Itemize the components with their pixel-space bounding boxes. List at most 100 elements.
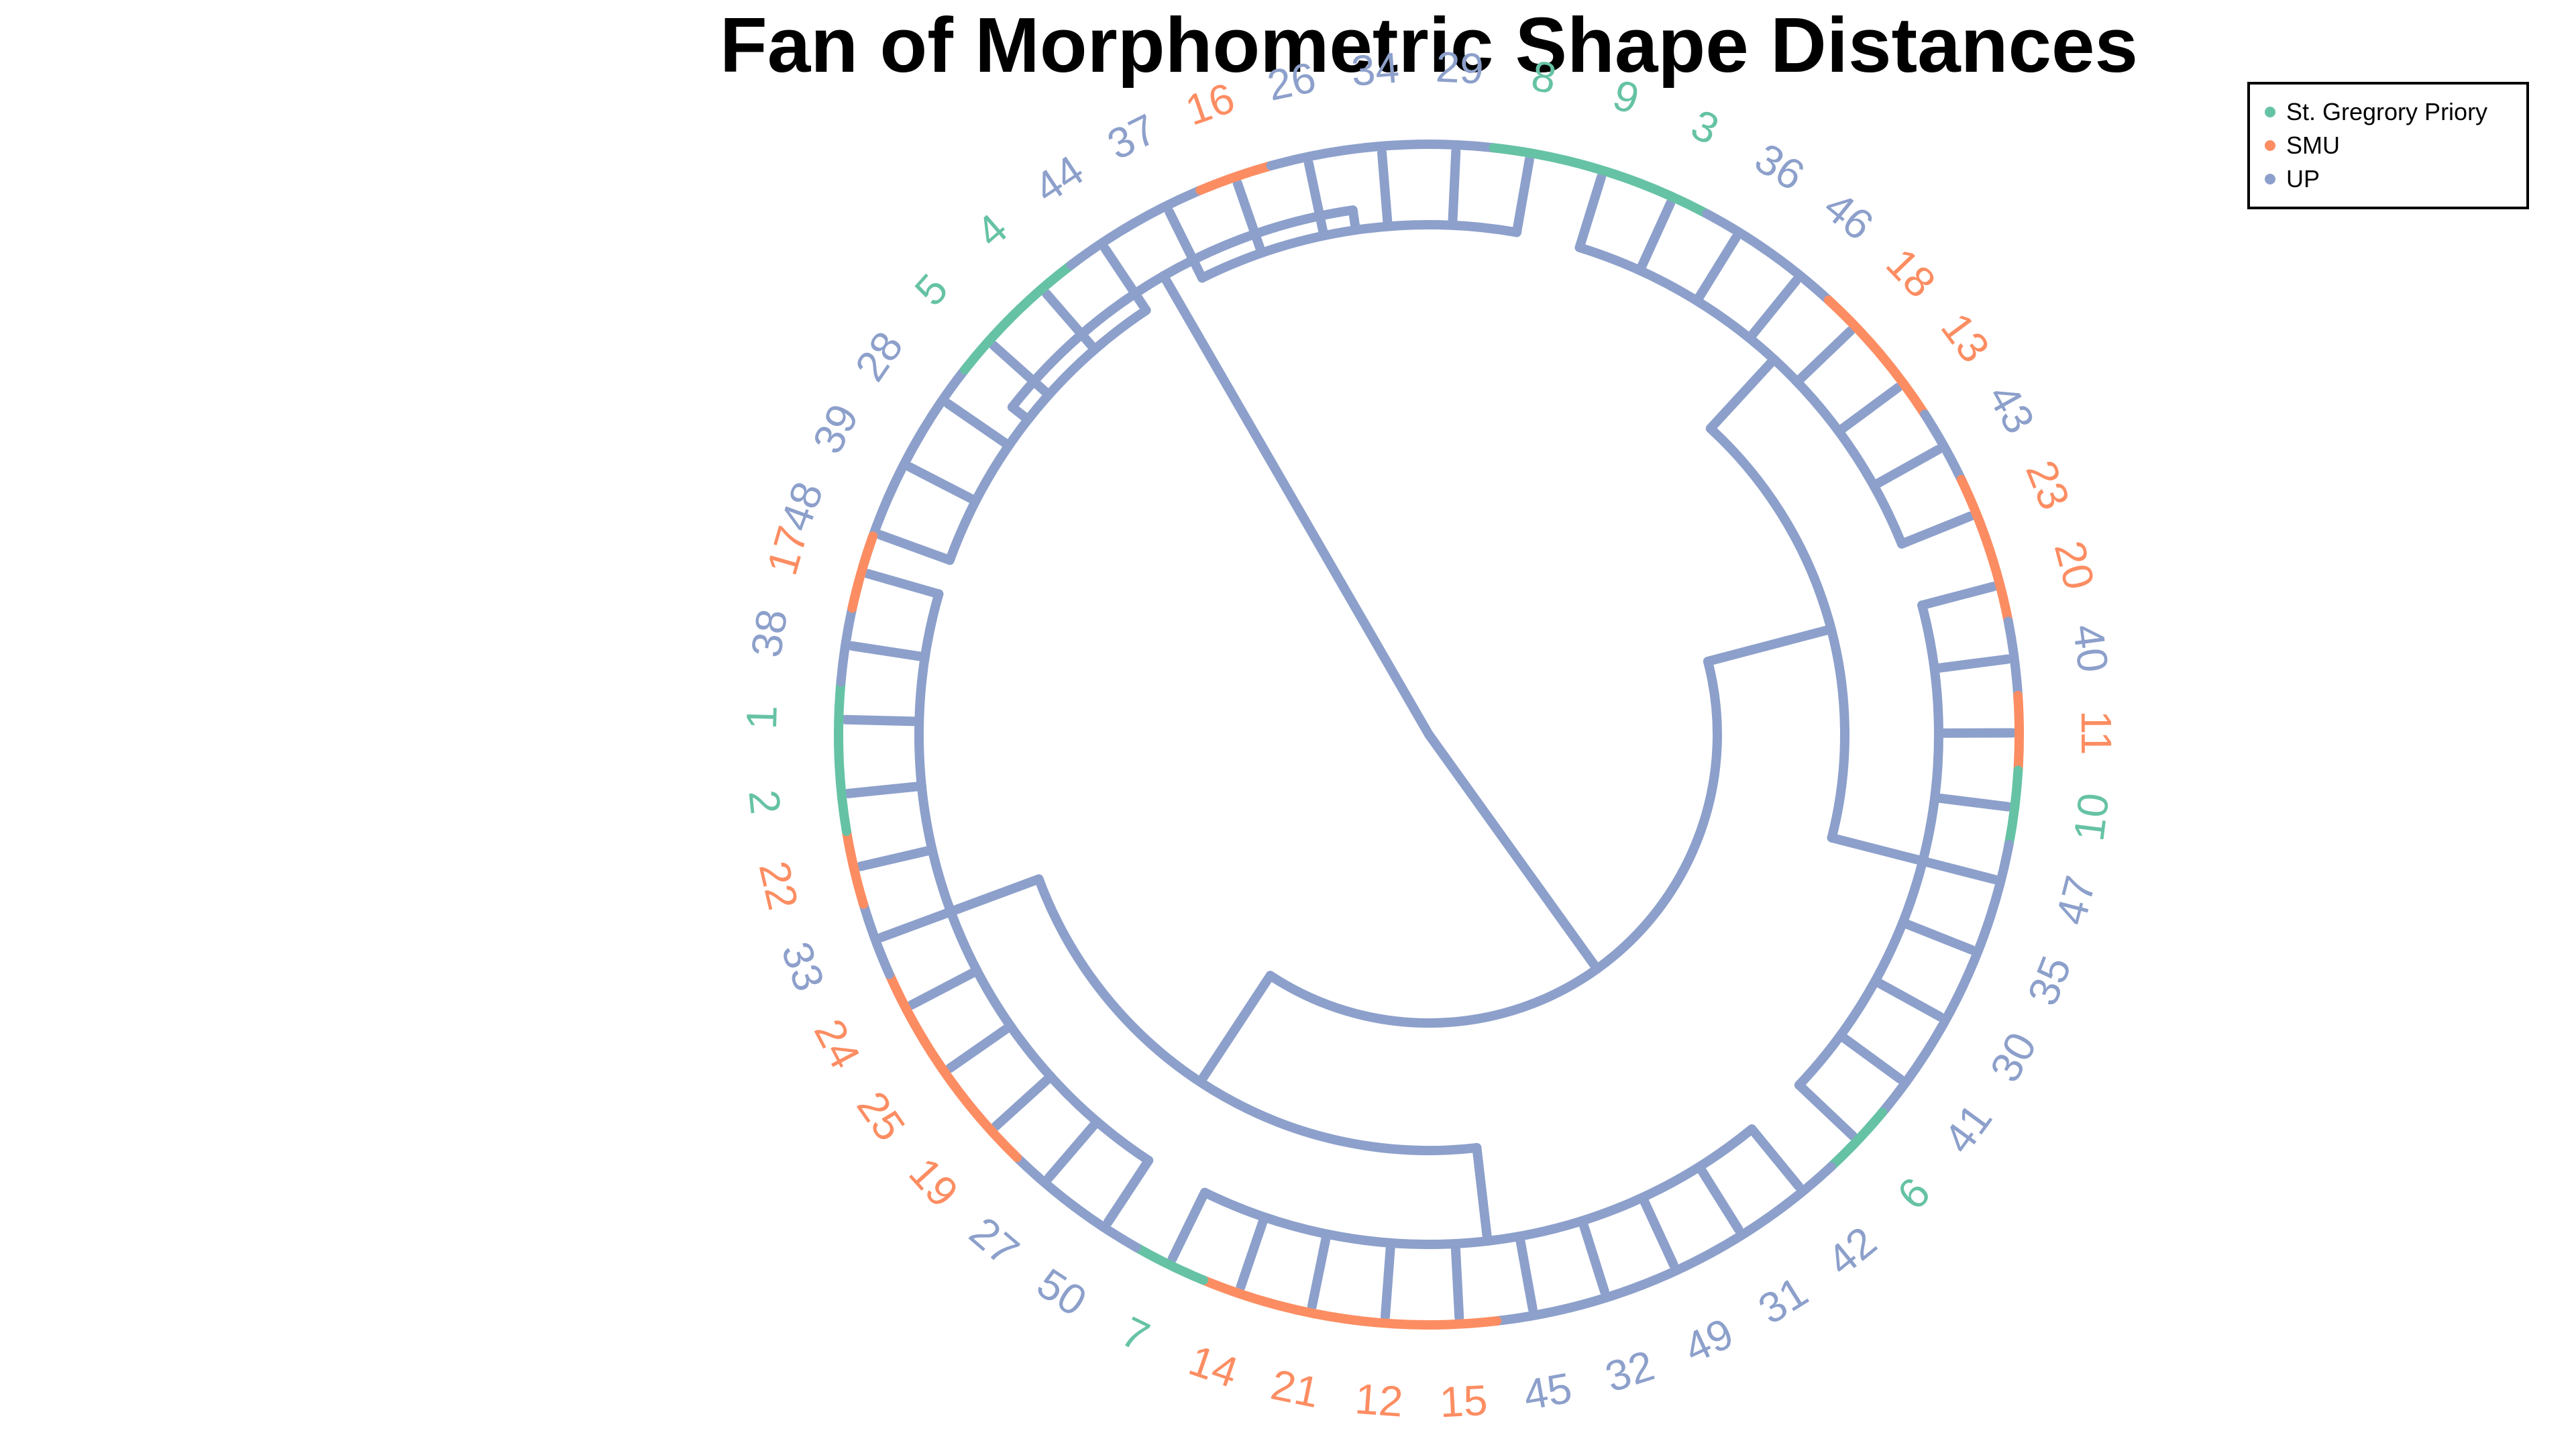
- branch: [1869, 445, 1943, 490]
- tip-marker: [1766, 248, 1833, 305]
- branch: [1007, 205, 1358, 412]
- tip-label: 28: [845, 323, 912, 389]
- tip-marker: [1417, 1316, 1502, 1330]
- branch: [1930, 792, 2013, 812]
- tip-label: 6: [1888, 1168, 1939, 1218]
- tip-marker: [883, 427, 927, 503]
- branch: [847, 641, 930, 662]
- branch: [1197, 220, 1521, 283]
- branch: [841, 714, 924, 727]
- tip-label: 8: [1528, 51, 1560, 103]
- branch: [1870, 976, 1945, 1022]
- legend-marker: [2265, 174, 2275, 184]
- tip-label: 21: [1267, 1360, 1324, 1417]
- legend-item: UP: [2250, 162, 2526, 196]
- tip-marker: [834, 752, 851, 837]
- branch: [1745, 276, 1801, 343]
- tip-label: 19: [900, 1148, 967, 1216]
- tip-label: 30: [1980, 1024, 2045, 1089]
- branch: [1515, 1231, 1538, 1314]
- tip-marker: [1131, 1242, 1208, 1285]
- tip-marker: [1705, 1209, 1778, 1258]
- branch: [1898, 918, 1976, 955]
- branch: [1695, 1162, 1743, 1234]
- tip-marker: [1768, 1162, 1836, 1219]
- legend-item: SMU: [2250, 129, 2526, 162]
- branch: [943, 398, 1014, 451]
- tip-marker: [834, 677, 846, 762]
- tip-label: 15: [1438, 1376, 1489, 1427]
- branch: [1703, 624, 1836, 666]
- branch: [1377, 148, 1393, 231]
- tip-label: 2: [739, 788, 790, 816]
- tip-label: 31: [1750, 1267, 1817, 1334]
- legend-marker: [2265, 140, 2275, 151]
- branch: [945, 1021, 1016, 1073]
- branch: [1511, 155, 1534, 237]
- tip-label: 23: [2017, 453, 2079, 516]
- tip-marker: [919, 1036, 972, 1107]
- tip-label: 29: [1435, 42, 1485, 93]
- branch: [1918, 856, 1999, 884]
- tip-marker: [2004, 765, 2023, 849]
- tip-label: 26: [1263, 53, 1320, 110]
- tip-marker: [1702, 209, 1776, 258]
- branch: [1577, 1216, 1609, 1296]
- tip-label: 46: [1815, 182, 1883, 250]
- tip-label: 41: [1934, 1095, 2001, 1162]
- tip-label: 4: [967, 205, 1016, 257]
- branch: [1692, 233, 1741, 306]
- tip-label: 18: [1877, 239, 1945, 307]
- branch: [1199, 1124, 1757, 1249]
- branch: [1195, 971, 1275, 1087]
- tip-label: 32: [1600, 1341, 1660, 1401]
- branch: [1448, 146, 1461, 230]
- legend-label: St. Gregrory Priory: [2286, 98, 2488, 125]
- branch: [1041, 288, 1100, 354]
- tip-marker: [1921, 981, 1968, 1057]
- tip-label: 10: [2064, 790, 2118, 844]
- branch: [1574, 172, 1607, 252]
- chart-title: Fan of Morphometric Shape Distances: [719, 1, 2139, 89]
- legend-item: St. Gregrory Priory: [2250, 95, 2526, 129]
- branch: [1236, 1212, 1269, 1292]
- branch: [946, 874, 1044, 917]
- branch: [1265, 656, 1722, 1028]
- branch: [1167, 1187, 1210, 1264]
- tip-marker: [1066, 219, 1138, 270]
- tip-marker: [1920, 409, 1966, 484]
- tip-marker: [847, 531, 878, 613]
- tip-label: 49: [1677, 1309, 1741, 1373]
- tip-label: 3: [1684, 100, 1726, 154]
- branch: [1303, 158, 1329, 241]
- tip-label: 11: [2072, 710, 2121, 755]
- tip-label: 5: [906, 265, 957, 315]
- tip-label: 7: [1114, 1307, 1157, 1361]
- tip-label: 24: [805, 1012, 870, 1076]
- tip-label: 47: [2046, 871, 2104, 929]
- branch: [1044, 1116, 1102, 1183]
- tip-marker: [2003, 616, 2023, 700]
- branch: [1827, 833, 1928, 866]
- branch: [1835, 1030, 1905, 1084]
- legend-marker: [2265, 107, 2275, 117]
- tip-label: 50: [1028, 1259, 1095, 1326]
- tip-label: 37: [1100, 105, 1165, 169]
- branch: [1307, 1229, 1332, 1311]
- branch: [1705, 354, 1779, 433]
- tip-marker: [917, 365, 970, 437]
- tip-label: 44: [1026, 146, 1092, 212]
- tip-label: 22: [750, 857, 808, 914]
- tip-label: 35: [2018, 949, 2080, 1012]
- branch: [1380, 1238, 1396, 1322]
- branch: [906, 966, 982, 1010]
- branch: [905, 462, 981, 506]
- tip-label: 27: [961, 1208, 1028, 1275]
- branch: [1834, 382, 1903, 437]
- branch: [1232, 178, 1267, 258]
- branch: [1638, 1193, 1678, 1269]
- tip-label: 36: [1747, 133, 1813, 200]
- legend: St. Gregrory Priory SMU UP: [2247, 82, 2529, 209]
- branch: [1792, 326, 1856, 387]
- branch: [945, 305, 1151, 566]
